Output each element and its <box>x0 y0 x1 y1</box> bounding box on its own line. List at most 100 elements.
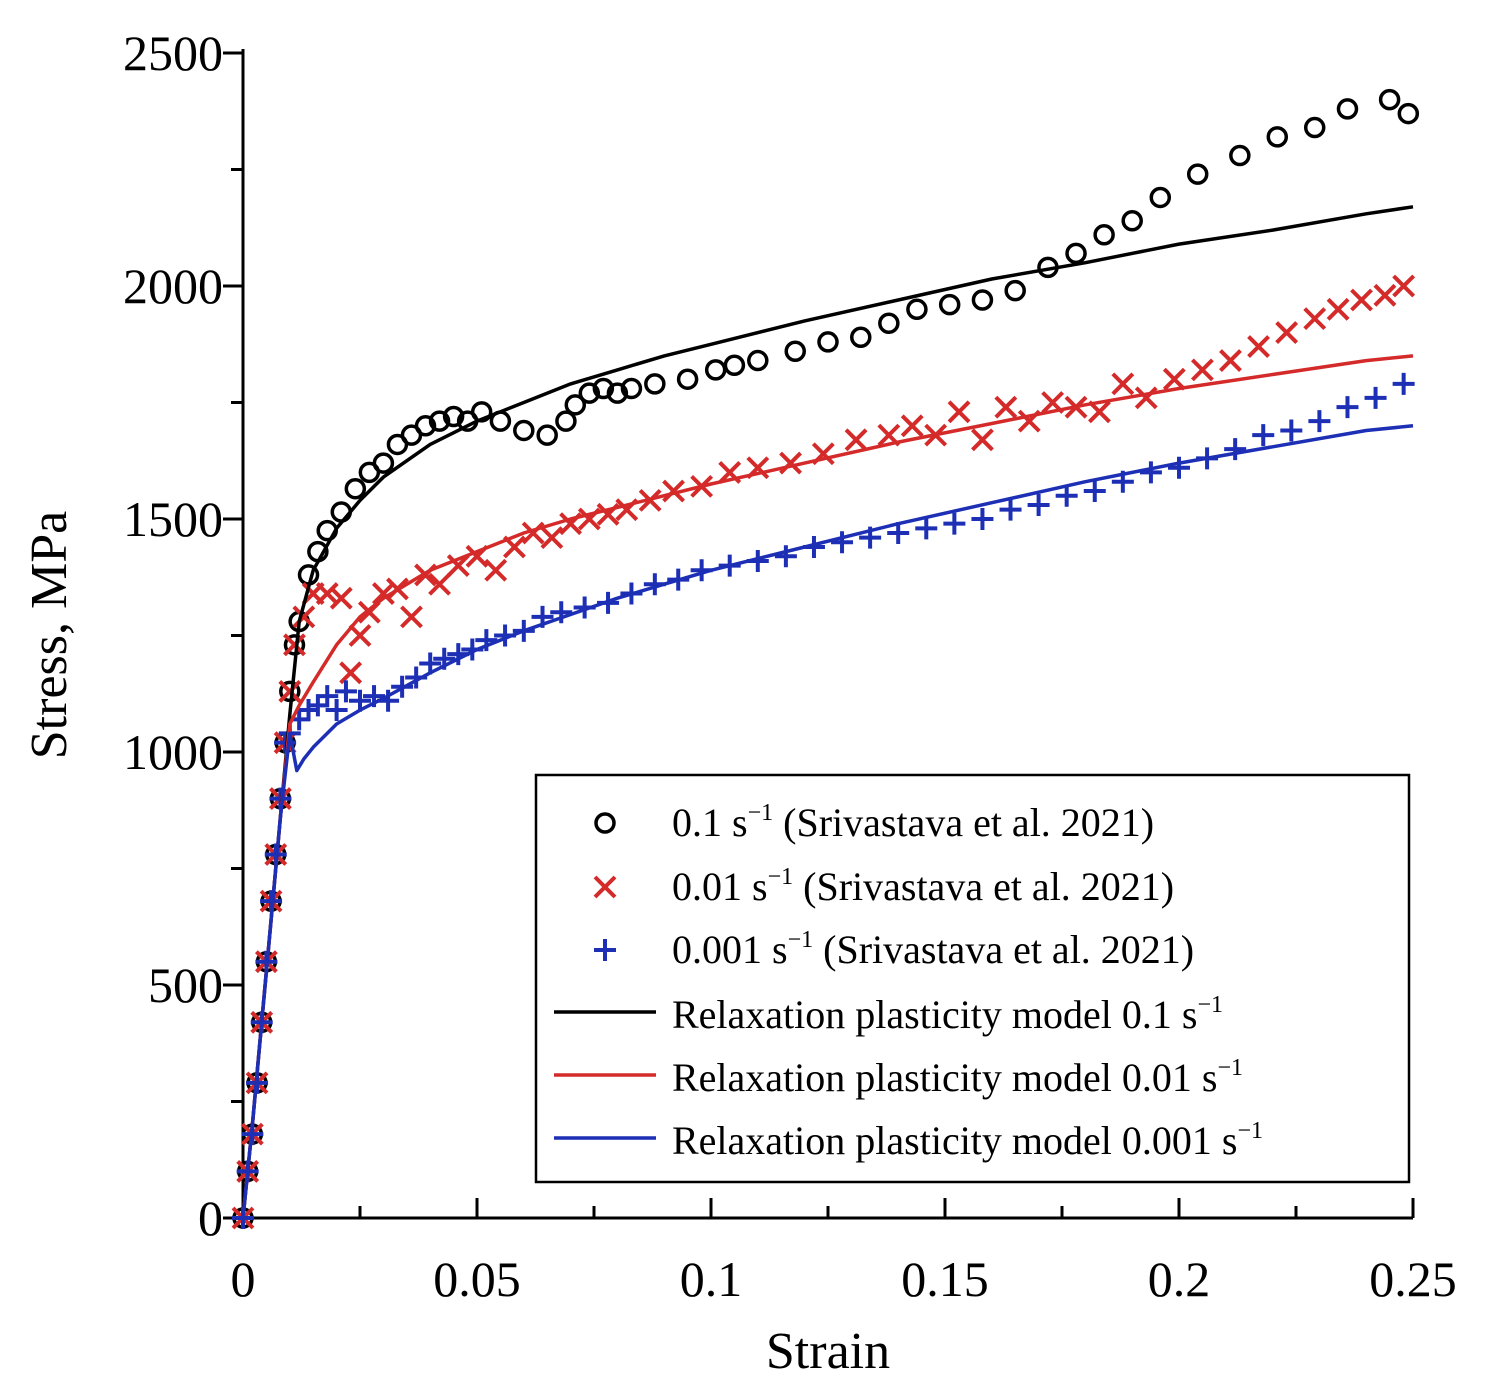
data-point <box>938 293 961 316</box>
data-point <box>850 326 872 349</box>
data-point <box>1350 288 1373 312</box>
data-point <box>1149 186 1172 209</box>
data-point <box>971 428 994 452</box>
data-point <box>971 289 994 311</box>
data-point <box>521 521 545 545</box>
data-point <box>339 661 363 685</box>
legend-label: 0.001 s−1 (Srivastava et al. 2021) <box>672 927 1194 972</box>
data-point <box>344 477 367 500</box>
data-point <box>1308 410 1331 433</box>
legend-entry: 0.01 s−1 (Srivastava et al. 2021) <box>593 864 1174 909</box>
data-point <box>1364 386 1387 409</box>
series-scatter-1 <box>231 274 1416 1230</box>
data-point <box>316 685 339 708</box>
data-point <box>878 312 900 335</box>
x-tick-label: 0.1 <box>680 1251 743 1307</box>
data-point <box>1378 88 1401 111</box>
data-point <box>831 531 854 554</box>
data-point <box>330 501 353 523</box>
series-line-5 <box>241 424 1414 1219</box>
data-point <box>278 680 302 703</box>
data-point <box>1247 335 1270 358</box>
data-point <box>1266 126 1289 148</box>
y-axis-title: Stress, MPa <box>21 511 78 759</box>
data-point <box>1162 367 1186 391</box>
data-point <box>1303 116 1326 139</box>
legend-label: 0.1 s−1 (Srivastava et al. 2021) <box>672 800 1154 845</box>
data-point <box>1004 279 1026 302</box>
data-point <box>784 340 806 362</box>
data-point <box>555 410 577 432</box>
legend: 0.1 s−1 (Srivastava et al. 2021) 0.01 s−1… <box>534 773 1411 1184</box>
data-point <box>606 382 629 404</box>
legend-marker <box>594 812 616 834</box>
data-point <box>1190 358 1214 382</box>
y-tick-label: 1000 <box>123 724 223 780</box>
data-point <box>1373 283 1397 307</box>
data-point <box>662 479 685 503</box>
legend-marker <box>593 875 617 899</box>
data-point <box>1229 144 1251 167</box>
data-point <box>1224 438 1247 461</box>
x-tick-label: 0.25 <box>1369 1251 1457 1307</box>
data-point <box>540 526 564 550</box>
data-point <box>1093 223 1115 246</box>
legend-label: Relaxation plasticity model 0.1 s−1 <box>672 992 1223 1037</box>
data-point <box>1275 321 1299 345</box>
data-point <box>844 428 868 452</box>
data-point <box>999 498 1022 521</box>
data-point <box>704 359 727 381</box>
data-point <box>414 415 437 437</box>
data-point <box>297 699 320 722</box>
data-point <box>817 331 839 353</box>
data-point <box>1186 163 1209 185</box>
y-tick-label: 2500 <box>123 25 223 81</box>
x-tick-label: 0.2 <box>1148 1251 1211 1307</box>
legend-entry: Relaxation plasticity model 0.1 s−1 <box>554 992 1223 1037</box>
data-point <box>947 400 971 424</box>
data-point <box>564 394 587 416</box>
data-point <box>1326 297 1350 321</box>
data-point <box>1055 484 1078 507</box>
data-point <box>348 624 372 647</box>
data-point <box>723 354 746 376</box>
data-point <box>428 572 451 596</box>
data-point <box>1065 242 1087 265</box>
data-point <box>419 652 442 675</box>
data-point <box>1134 386 1158 410</box>
legend-marker <box>594 939 616 961</box>
data-point <box>315 582 339 605</box>
data-point <box>994 395 1018 419</box>
legend-label: Relaxation plasticity model 0.001 s−1 <box>672 1118 1263 1163</box>
data-point <box>887 521 910 544</box>
data-point <box>1139 461 1162 484</box>
data-point <box>900 414 924 438</box>
data-point <box>484 558 508 582</box>
data-point <box>325 699 348 722</box>
legend-box <box>534 773 1411 1184</box>
data-point <box>513 419 535 442</box>
data-point <box>774 545 797 568</box>
data-point <box>1083 480 1106 503</box>
data-point <box>906 298 928 321</box>
x-tick-label: 0 <box>231 1251 256 1307</box>
data-point <box>971 508 994 530</box>
data-point <box>1252 424 1275 447</box>
legend-entry: Relaxation plasticity model 0.01 s−1 <box>554 1055 1243 1100</box>
plot-area <box>231 88 1420 1230</box>
data-point <box>349 689 371 712</box>
data-point <box>1121 210 1143 232</box>
data-point <box>676 368 699 390</box>
data-point <box>1280 419 1303 442</box>
x-tick-label: 0.15 <box>901 1251 989 1307</box>
ticks: 0 500 1000 1500 2000 2500 0 0.05 0.1 0.15 0.2 0.25 <box>123 25 1457 1307</box>
legend-label: 0.01 s−1 (Srivastava et al. 2021) <box>672 864 1174 909</box>
data-point <box>372 452 395 474</box>
legend-entry: 0.001 s−1 (Srivastava et al. 2021) <box>594 927 1194 972</box>
data-point <box>536 424 558 446</box>
y-tick-label: 0 <box>198 1190 223 1246</box>
data-point <box>283 633 306 657</box>
data-point <box>1336 396 1359 419</box>
data-point <box>620 377 643 400</box>
